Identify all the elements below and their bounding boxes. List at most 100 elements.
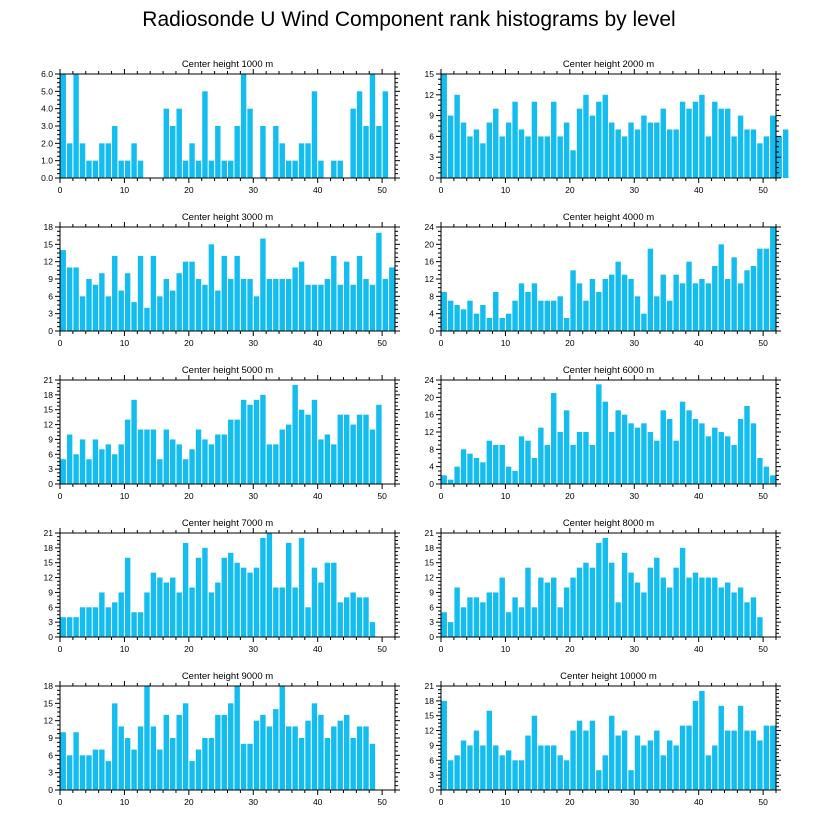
- bar: [686, 108, 692, 178]
- y-tick-label: 15: [44, 558, 54, 568]
- bar: [131, 399, 137, 484]
- bar: [189, 143, 195, 178]
- bar: [602, 94, 608, 178]
- bar: [176, 108, 182, 178]
- bar: [654, 730, 660, 790]
- x-tick-label: 20: [565, 338, 575, 348]
- bar: [493, 108, 499, 178]
- bar: [350, 592, 356, 637]
- bar: [144, 592, 150, 637]
- bar: [124, 738, 131, 790]
- bar: [724, 730, 731, 790]
- bar: [286, 279, 292, 331]
- x-tick-label: 40: [694, 338, 704, 348]
- bar: [182, 160, 189, 178]
- bar: [170, 577, 176, 637]
- x-tick-label: 30: [630, 797, 640, 807]
- bar: [124, 557, 131, 637]
- y-tick-label: 12: [425, 90, 435, 100]
- bar: [60, 617, 66, 637]
- histogram-panel: Center height 1000 m 0.0 1.0 2.0 3.0 4.0 5.0 6.…: [41, 59, 400, 195]
- bar: [621, 552, 628, 637]
- bar: [705, 283, 712, 331]
- bar: [628, 423, 634, 484]
- panel-title: Center height 4000 m: [563, 212, 654, 223]
- bar: [266, 444, 273, 484]
- bar: [369, 622, 376, 637]
- x-tick-label: 0: [58, 491, 63, 501]
- x-tick-label: 50: [377, 491, 387, 501]
- x-tick-label: 50: [377, 338, 387, 348]
- bar: [724, 108, 731, 178]
- x-tick-label: 0: [439, 338, 444, 348]
- bar: [292, 267, 298, 331]
- bar: [176, 273, 182, 331]
- bar: [712, 266, 718, 331]
- x-tick-label: 0: [439, 644, 444, 654]
- bar: [86, 160, 92, 178]
- y-tick-label: 3.0: [41, 121, 53, 131]
- bar: [615, 261, 621, 331]
- bar: [234, 562, 240, 637]
- bar: [286, 542, 292, 637]
- bar: [480, 305, 486, 331]
- y-tick-label: 18: [44, 543, 54, 553]
- bar: [544, 136, 550, 178]
- panel-title: Center height 8000 m: [563, 518, 654, 529]
- bar: [628, 572, 634, 637]
- bar: [195, 429, 202, 484]
- bar: [189, 761, 195, 790]
- bar: [202, 738, 208, 790]
- bar: [570, 445, 576, 484]
- bar: [86, 459, 92, 484]
- bar: [369, 284, 376, 331]
- bar: [460, 309, 467, 331]
- y-tick-label: 15: [44, 405, 54, 415]
- histogram-panel: Center height 10000 m 0 3 6 9 12 15 18 21 0 10 20 30…: [425, 671, 781, 807]
- bar: [79, 755, 86, 790]
- bar: [221, 255, 227, 331]
- bar: [724, 279, 731, 331]
- bar: [343, 714, 350, 790]
- bar: [667, 740, 673, 790]
- bar: [667, 129, 673, 178]
- bar: [493, 592, 499, 637]
- x-tick-label: 30: [630, 644, 640, 654]
- bar: [73, 267, 79, 331]
- bar: [447, 760, 454, 790]
- bar: [480, 143, 486, 178]
- bar: [634, 735, 641, 790]
- bar: [589, 567, 596, 637]
- histogram-panel: Center height 4000 m 0 4 8 12 16 20 24 0 10 20 30 40…: [425, 212, 781, 348]
- bar: [544, 582, 550, 637]
- bar: [589, 115, 596, 178]
- y-tick-label: 3: [48, 768, 53, 778]
- bar: [563, 122, 570, 178]
- y-tick-label: 9: [48, 434, 53, 444]
- bar: [298, 409, 305, 484]
- bar: [467, 597, 473, 637]
- x-tick-label: 20: [184, 491, 194, 501]
- x-tick-label: 0: [58, 338, 63, 348]
- bar: [486, 592, 493, 637]
- bar: [615, 410, 621, 484]
- bar: [118, 290, 124, 331]
- y-tick-label: 12: [425, 274, 435, 284]
- y-tick-label: 3: [48, 464, 53, 474]
- bar: [525, 136, 531, 178]
- bar: [240, 743, 247, 790]
- bar: [189, 587, 195, 637]
- histogram-panel: Center height 6000 m 0 4 8 12 16 20 24 0 10 20 30 40…: [425, 365, 781, 501]
- bar: [363, 414, 369, 484]
- y-tick-label: 0: [429, 632, 434, 642]
- panel-title: Center height 7000 m: [182, 518, 273, 529]
- bar: [318, 284, 324, 331]
- bar: [505, 750, 512, 790]
- bar: [215, 290, 221, 331]
- bar: [298, 537, 305, 637]
- bar: [615, 735, 621, 790]
- bar: [602, 279, 608, 331]
- bar: [731, 136, 737, 178]
- y-tick-label: 1.0: [41, 156, 53, 166]
- x-tick-label: 50: [377, 644, 387, 654]
